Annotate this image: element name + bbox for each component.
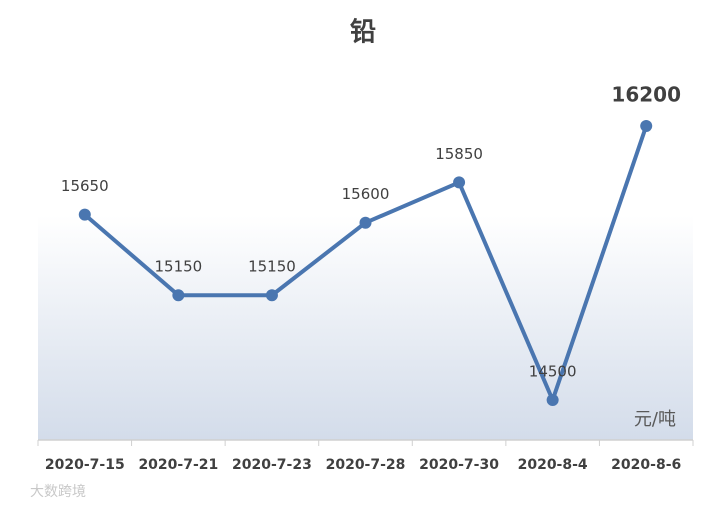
x-tick-label: 2020-7-21 — [138, 457, 218, 473]
x-tick-label: 2020-7-15 — [45, 457, 125, 473]
x-tick-label: 2020-8-6 — [611, 457, 681, 473]
point — [640, 120, 653, 132]
data-label: 16200 — [611, 83, 681, 107]
point — [359, 216, 372, 229]
plot-background — [38, 215, 693, 440]
point — [453, 176, 466, 189]
chart-title: 铅 — [350, 18, 376, 48]
data-label: 15150 — [154, 258, 202, 276]
data-label: 15850 — [435, 145, 483, 163]
x-tick-label: 2020-7-28 — [326, 457, 406, 473]
point — [78, 208, 91, 221]
data-label: 14500 — [529, 363, 577, 381]
watermark: 大数跨境 — [30, 484, 86, 500]
data-label: 15150 — [248, 258, 296, 276]
data-label: 15650 — [61, 177, 109, 195]
x-tick-label: 2020-7-23 — [232, 457, 312, 473]
point — [265, 289, 278, 302]
data-label: 15600 — [342, 185, 390, 203]
point — [172, 289, 185, 302]
x-tick-label: 2020-8-4 — [518, 457, 588, 473]
unit-label: 元/吨 — [634, 409, 676, 430]
x-tick-label: 2020-7-30 — [419, 457, 499, 473]
point — [546, 394, 559, 406]
